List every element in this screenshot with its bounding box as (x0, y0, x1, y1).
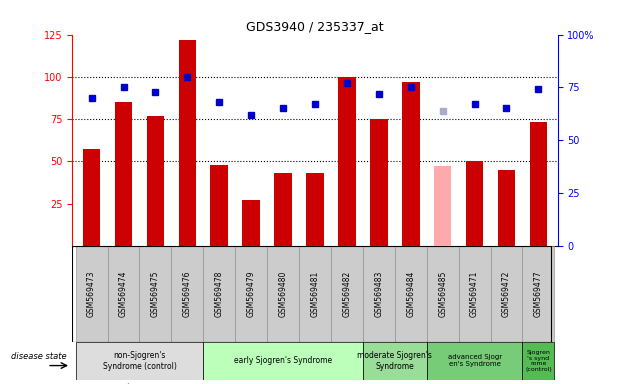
Bar (210, 165, 228, 246)
Bar (115, 102, 132, 246)
Text: GSM569477: GSM569477 (534, 270, 543, 317)
Title: GDS3940 / 235337_at: GDS3940 / 235337_at (246, 20, 384, 33)
Bar (178, 40, 196, 246)
Bar (427, 246, 459, 342)
Bar (522, 342, 554, 380)
Bar (522, 246, 554, 342)
Text: GSM569479: GSM569479 (247, 270, 256, 317)
Text: GSM569484: GSM569484 (406, 271, 415, 317)
Bar (498, 170, 515, 246)
Bar (434, 166, 452, 246)
Bar (267, 246, 299, 342)
Bar (108, 246, 139, 342)
Bar (203, 342, 363, 380)
Bar (147, 116, 164, 246)
Bar (530, 122, 547, 246)
Text: GSM569476: GSM569476 (183, 270, 192, 317)
Bar (299, 246, 331, 342)
Bar (466, 161, 483, 246)
Text: GSM569471: GSM569471 (470, 271, 479, 317)
Bar (491, 246, 522, 342)
Text: GSM569485: GSM569485 (438, 271, 447, 317)
Text: non-Sjogren's
Syndrome (control): non-Sjogren's Syndrome (control) (103, 351, 176, 371)
Bar (76, 246, 108, 342)
Text: disease state: disease state (11, 352, 67, 361)
Text: early Sjogren's Syndrome: early Sjogren's Syndrome (234, 356, 332, 366)
Text: GSM569474: GSM569474 (119, 270, 128, 317)
Bar (459, 246, 491, 342)
Bar (306, 173, 324, 246)
Bar (331, 246, 363, 342)
Text: GSM569472: GSM569472 (502, 271, 511, 317)
Bar (203, 246, 235, 342)
Bar (243, 200, 260, 246)
Bar (76, 342, 203, 380)
Bar (427, 342, 522, 380)
Text: GSM569480: GSM569480 (278, 271, 287, 317)
Text: moderate Sjogren's
Syndrome: moderate Sjogren's Syndrome (357, 351, 432, 371)
Bar (139, 246, 171, 342)
Text: GSM569481: GSM569481 (311, 271, 319, 317)
Bar (363, 246, 395, 342)
Text: GSM569478: GSM569478 (215, 271, 224, 317)
Bar (338, 77, 356, 246)
Bar (363, 342, 427, 380)
Text: Sjogren
's synd
rome
(control): Sjogren 's synd rome (control) (525, 350, 552, 372)
Text: count: count (106, 383, 132, 384)
Bar (83, 149, 100, 246)
Bar (402, 82, 420, 246)
Text: GSM569473: GSM569473 (87, 270, 96, 317)
Bar (370, 119, 387, 246)
Bar (171, 246, 203, 342)
Text: advanced Sjogr
en's Syndrome: advanced Sjogr en's Syndrome (447, 354, 501, 367)
Text: GSM569482: GSM569482 (343, 271, 352, 317)
Bar (235, 246, 267, 342)
Bar (274, 173, 292, 246)
Text: GSM569475: GSM569475 (151, 270, 160, 317)
Text: GSM569483: GSM569483 (374, 271, 383, 317)
Bar (395, 246, 427, 342)
